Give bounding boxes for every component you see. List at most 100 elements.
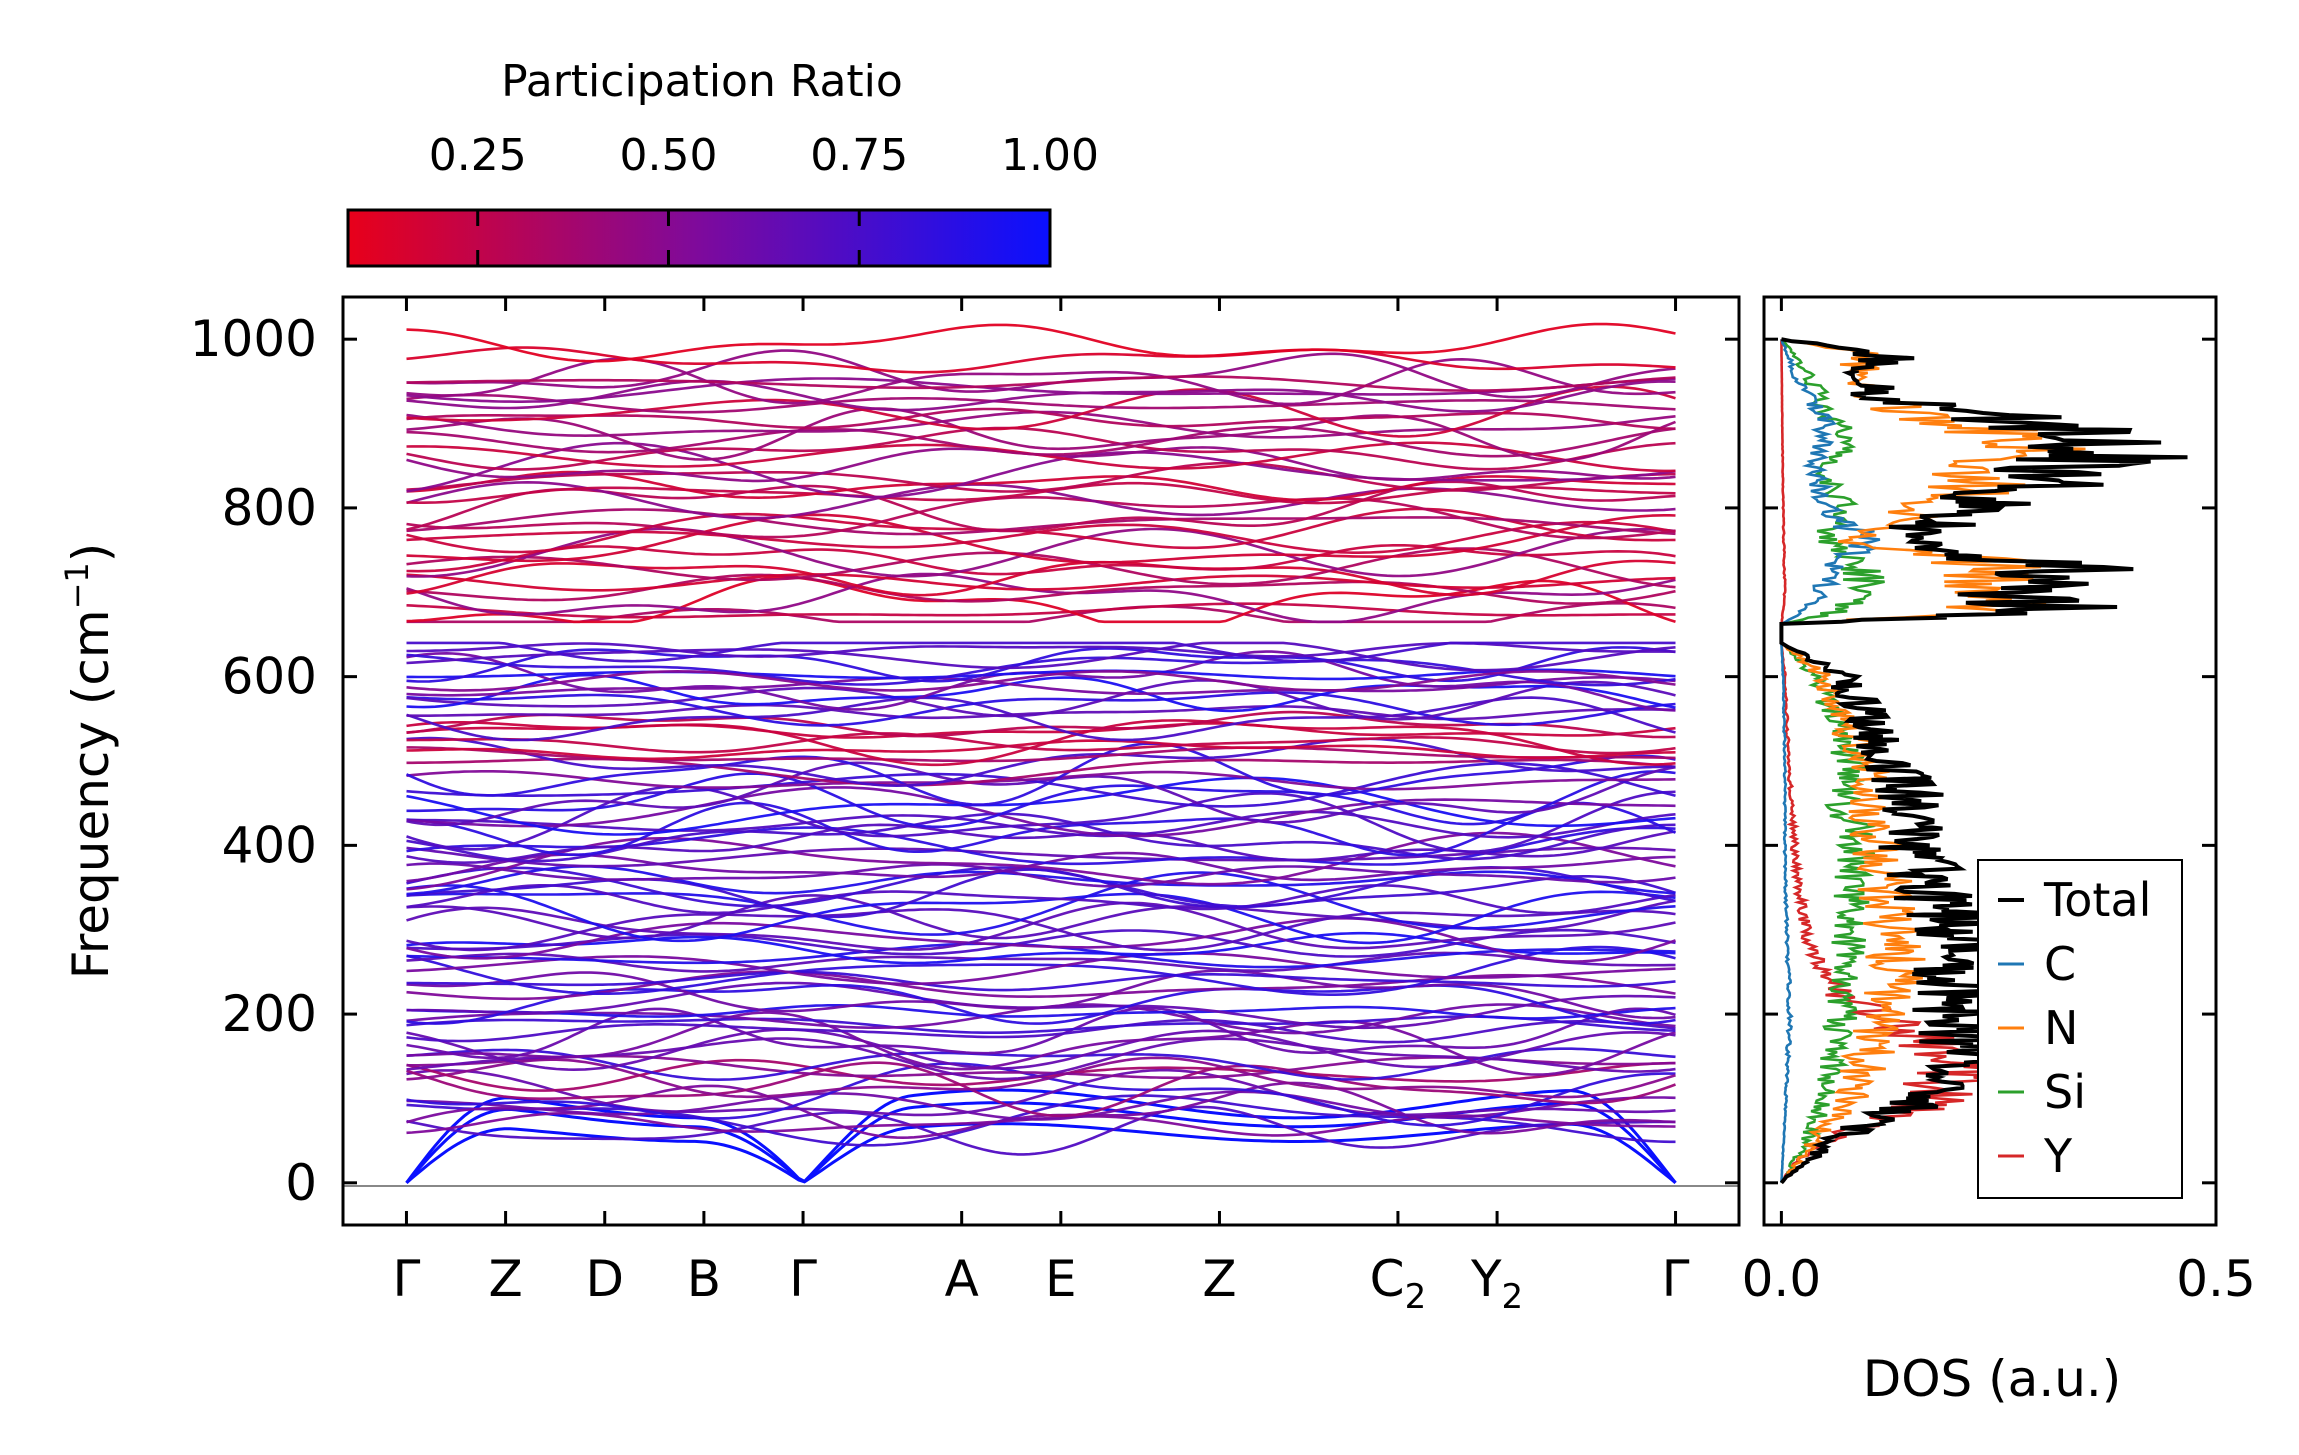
optical-band [406,1090,1676,1121]
dos-x-tick-label: 0.0 [1742,1250,1822,1308]
optical-band [406,470,1676,502]
optical-band [406,669,1676,692]
optical-band [406,357,1676,406]
optical-band [406,480,1676,533]
optical-band [406,916,1676,963]
high-symmetry-label: Y2 [1470,1250,1523,1317]
band-axes-frame [341,295,1741,1227]
optical-band [406,846,1676,868]
optical-band [406,461,1676,493]
optical-band [406,1061,1676,1118]
high-symmetry-label: E [1045,1250,1077,1308]
optical-band [406,732,1676,755]
colorbar-tick-label: 0.75 [810,130,908,181]
optical-band [406,884,1676,945]
dos-panel: 0.0 0.5 DOS (a.u.) Total CN Si Y [1742,295,2256,1408]
optical-band [406,812,1676,863]
legend-label: Y [2043,1129,2073,1183]
optical-band [405,742,1676,806]
optical-band [406,776,1676,836]
high-symmetry-label: Z [1202,1250,1236,1308]
y-tick-label: 200 [222,985,317,1043]
dos-ticks: 0.0 0.5 [1742,297,2256,1308]
optical-band [406,884,1676,915]
optical-band [406,1011,1676,1076]
acoustic-band [405,1088,1677,1184]
colorbar-tick-label: 0.25 [429,130,527,181]
optical-band [406,425,1676,458]
colorbar-title: Participation Ratio [501,56,903,107]
optical-band [406,908,1676,952]
optical-band [406,762,1676,808]
colorbar: Participation Ratio 0.25 0.50 0.75 1.00 [346,56,1099,268]
optical-band [406,951,1676,986]
colorbar-tick-label: 0.50 [619,130,717,181]
optical-band [406,931,1676,965]
optical-band [406,901,1676,951]
y-axis-label: Frequency (cm−1) [58,543,120,980]
high-symmetry-label: A [945,1250,979,1308]
optical-band [406,513,1676,564]
optical-band [406,786,1676,838]
optical-band [406,375,1676,392]
optical-band [406,871,1676,936]
y-tick-label: 600 [222,648,317,706]
dos-axes-frame [1762,295,2218,1227]
high-symmetry-label: Z [488,1250,522,1308]
optical-band [406,1105,1676,1156]
high-symmetry-label: C2 [1370,1250,1427,1317]
y-tick-label: 400 [222,816,317,874]
optical-band [406,407,1676,431]
y-tick-label: 1000 [190,310,317,368]
dos-curves [1779,337,2188,1185]
legend-label: Si [2044,1065,2086,1119]
optical-band [406,710,1676,739]
optical-band [406,945,1676,996]
optical-band [406,573,1676,592]
optical-band [406,507,1676,554]
y-tick-label: 0 [285,1154,317,1212]
dos-curve-c [1780,338,1881,1183]
optical-band [406,496,1676,540]
optical-band [406,696,1676,742]
optical-band [406,1028,1676,1072]
optical-band [406,770,1676,829]
optical-band [406,1056,1676,1099]
band-y-ticks: 0 200 400 600 800 1000 [190,310,1739,1212]
optical-band [406,739,1676,761]
optical-band [406,407,1676,462]
optical-band [406,322,1676,363]
optical-band [406,969,1676,1020]
optical-band [406,679,1676,721]
optical-band [406,641,1676,663]
optical-band [406,1081,1676,1140]
optical-band [406,801,1677,857]
optical-band [406,393,1676,414]
optical-band [406,862,1676,888]
dos-legend: Total CN Si Y [1977,859,2183,1199]
optical-band [406,1004,1676,1020]
optical-band [406,970,1676,992]
high-symmetry-label: Γ [393,1250,421,1308]
high-symmetry-label: D [585,1250,624,1308]
colorbar-tick-label: 1.00 [1001,130,1099,181]
high-symmetry-label: B [687,1250,721,1308]
optical-band [406,385,1676,438]
high-symmetry-label: Γ [1662,1250,1690,1308]
colorbar-gradient [346,208,1052,268]
y-tick-label: 800 [222,479,317,537]
optical-band [406,770,1676,791]
optical-band [406,573,1676,605]
optical-band [406,377,1676,403]
phonon-bands [405,322,1677,1184]
band-structure-panel: 0 200 400 600 800 1000 Γ Z D B Γ A E Z C2 Y2 Γ Frequenc… [58,295,1741,1317]
dos-x-tick-label: 0.5 [2176,1250,2256,1308]
optical-band [406,646,1676,683]
dos-curve-si [1780,338,1885,1184]
optical-band [406,426,1676,471]
optical-band [406,691,1676,727]
legend-label: C [2044,937,2076,991]
optical-band [406,379,1676,413]
optical-band [406,722,1676,739]
